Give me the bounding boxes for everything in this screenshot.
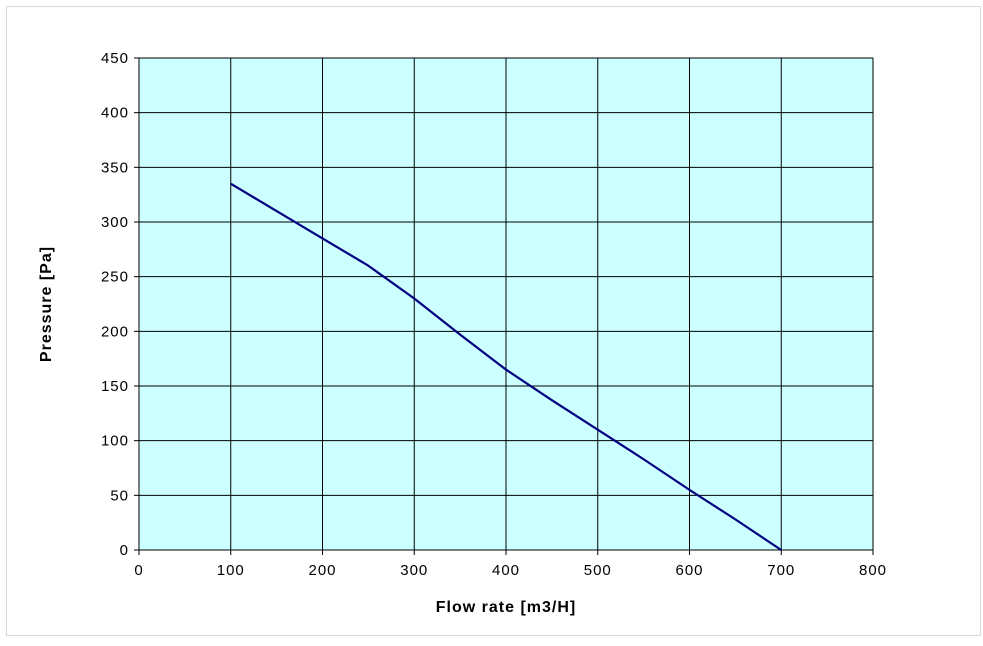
y-tick-label: 50 — [110, 487, 129, 504]
x-tick-label: 800 — [859, 562, 887, 579]
x-tick-label: 300 — [400, 562, 428, 579]
x-tick-label: 100 — [217, 562, 245, 579]
x-tick-label: 400 — [492, 562, 520, 579]
y-tick-label: 0 — [120, 542, 129, 559]
y-tick-label: 300 — [101, 214, 129, 231]
y-tick-label: 350 — [101, 159, 129, 176]
chart-frame: 0 100 200 300 400 500 600 700 800 0 50 100 150 200 250… — [6, 6, 981, 636]
x-axis-title: Flow rate [m3/H] — [436, 599, 576, 616]
x-tick-label: 0 — [134, 562, 143, 579]
y-tick-label: 450 — [101, 50, 129, 67]
tick-labels: 0 100 200 300 400 500 600 700 800 0 50 100 150 200 250… — [101, 50, 887, 579]
y-tick-label: 250 — [101, 269, 129, 286]
y-tick-label: 100 — [101, 433, 129, 450]
x-tick-label: 700 — [767, 562, 795, 579]
y-tick-label: 150 — [101, 378, 129, 395]
x-tick-label: 200 — [308, 562, 336, 579]
y-axis-title: Pressure [Pa] — [38, 246, 55, 362]
axis-ticks — [134, 57, 874, 555]
y-tick-label: 400 — [101, 105, 129, 122]
x-tick-label: 500 — [584, 562, 612, 579]
grid-lines — [139, 57, 874, 550]
pressure-flow-chart: 0 100 200 300 400 500 600 700 800 0 50 100 150 200 250… — [38, 50, 887, 616]
series-layer — [230, 182, 782, 551]
y-tick-label: 200 — [101, 323, 129, 340]
x-tick-label: 600 — [675, 562, 703, 579]
